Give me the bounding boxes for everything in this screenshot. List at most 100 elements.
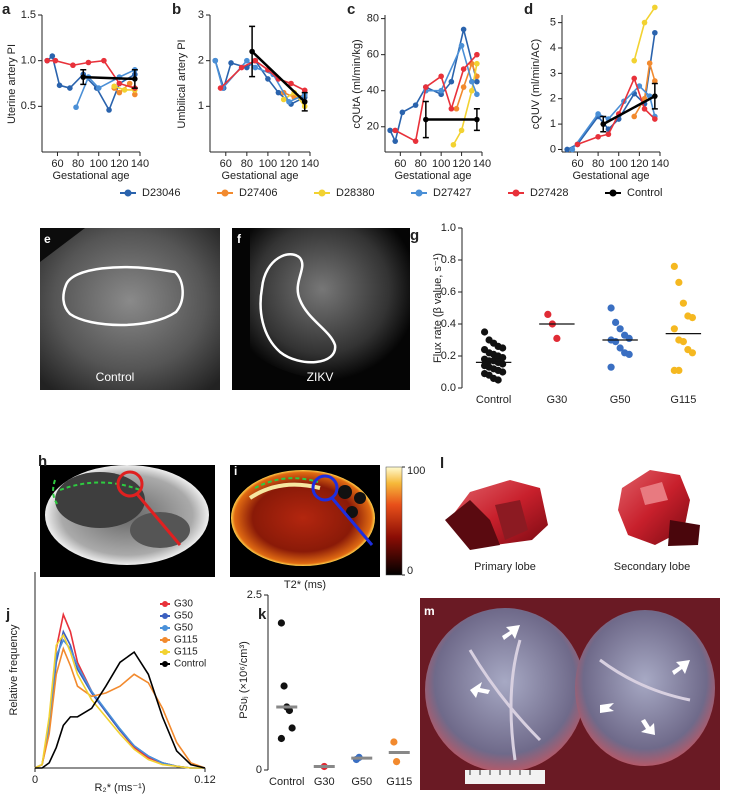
data-point: [423, 116, 429, 123]
y-tick-label: 80: [367, 13, 379, 25]
y-tick-label: 0.8: [441, 254, 456, 266]
x-tick-label: 60: [394, 158, 406, 170]
x-tick-label: 60: [51, 158, 63, 170]
data-point: [474, 51, 480, 58]
data-point: [499, 368, 507, 376]
data-point: [474, 91, 480, 98]
x-axis-label: Gestational age: [221, 170, 298, 182]
data-point: [616, 325, 624, 333]
legend-swatch: [162, 601, 168, 607]
data-point: [675, 366, 683, 374]
data-point: [438, 73, 444, 80]
legend-label: D27406: [239, 187, 278, 199]
legend-label: G50: [174, 611, 193, 622]
y-tick-label: 0.6: [441, 286, 456, 298]
x-axis-label: Gestational age: [572, 170, 649, 182]
y-axis-label: Uterine artery PI: [6, 44, 18, 124]
data-point: [544, 310, 552, 318]
data-point: [688, 349, 697, 357]
data-point: [652, 93, 658, 99]
data-point: [132, 76, 138, 82]
data-point: [288, 724, 296, 732]
data-point: [553, 334, 561, 342]
x-tick-label: G115: [670, 394, 696, 406]
x-tick-label: G30: [546, 394, 567, 406]
data-point: [641, 106, 648, 112]
y-tick-label: 4: [550, 42, 556, 54]
panel-letter: j: [5, 606, 10, 623]
data-point: [212, 57, 219, 64]
data-point: [679, 299, 687, 307]
data-point: [126, 80, 133, 87]
data-point: [460, 66, 467, 72]
data-point: [412, 138, 419, 144]
data-point: [52, 57, 59, 64]
data-point: [288, 80, 294, 87]
data-point: [652, 4, 658, 11]
y-tick-label: 3: [198, 9, 204, 21]
data-point: [275, 89, 282, 96]
ultrasound-zikv: [232, 228, 410, 390]
x-tick-label: 60: [220, 158, 232, 170]
data-point: [652, 29, 658, 36]
data-point: [480, 328, 489, 336]
mri-t2-map: [230, 465, 403, 577]
data-point: [499, 360, 507, 368]
data-point: [625, 350, 633, 358]
data-point: [679, 338, 687, 346]
x-tick-label: G30: [314, 776, 335, 788]
x-tick-label: G115: [386, 776, 412, 788]
y-tick-label: 1.5: [21, 9, 36, 21]
data-point: [646, 60, 653, 67]
data-point: [468, 78, 475, 85]
data-point: [600, 121, 607, 127]
y-tick-label: 2: [550, 93, 556, 105]
data-point: [265, 76, 271, 82]
data-point: [631, 113, 638, 120]
data-point: [95, 85, 102, 91]
x-tick-label: 80: [72, 158, 84, 170]
y-tick-label: 5: [550, 17, 556, 29]
data-point: [277, 734, 285, 743]
data-point: [121, 87, 128, 93]
series-line: [577, 76, 656, 146]
legend-swatch: [221, 189, 229, 197]
data-point: [56, 82, 63, 89]
data-point: [494, 376, 502, 384]
series-line: [452, 63, 478, 146]
legend-label: D23046: [142, 187, 181, 199]
data-point: [111, 83, 118, 90]
data-point: [101, 57, 107, 64]
placenta-photo: [420, 598, 720, 790]
y-tick-label: 1: [550, 118, 556, 130]
data-point: [564, 146, 570, 153]
x-tick-label: 0.12: [194, 774, 215, 786]
data-point: [438, 87, 444, 94]
x-tick-label: 120: [280, 158, 298, 170]
y-tick-label: 0.5: [21, 100, 36, 112]
panel-letter: h: [38, 453, 47, 470]
data-point: [448, 105, 455, 112]
data-point: [460, 26, 467, 33]
series-line: [633, 62, 656, 117]
x-tick-label: 100: [259, 158, 277, 170]
data-point: [595, 111, 601, 117]
data-point: [474, 116, 480, 123]
data-point: [423, 84, 429, 90]
data-point: [688, 314, 697, 322]
y-tick-label: 1: [198, 100, 204, 112]
image-label: ZIKV: [307, 370, 334, 384]
data-point: [460, 84, 467, 90]
data-point: [73, 104, 79, 111]
panel-letter: e: [44, 232, 51, 246]
series-line: [251, 50, 306, 103]
x-axis-label: R₂* (ms⁻¹): [94, 782, 145, 794]
data-point: [277, 619, 285, 627]
data-point: [448, 78, 455, 85]
y-tick-label: 0.0: [441, 382, 456, 394]
y-axis-label: cQUtA (ml/min/kg): [351, 39, 363, 128]
legend-label: G50: [174, 623, 193, 634]
image-label: Control: [96, 370, 135, 384]
y-axis-label: PSυⱼ (×10⁶/cm³): [238, 641, 250, 719]
